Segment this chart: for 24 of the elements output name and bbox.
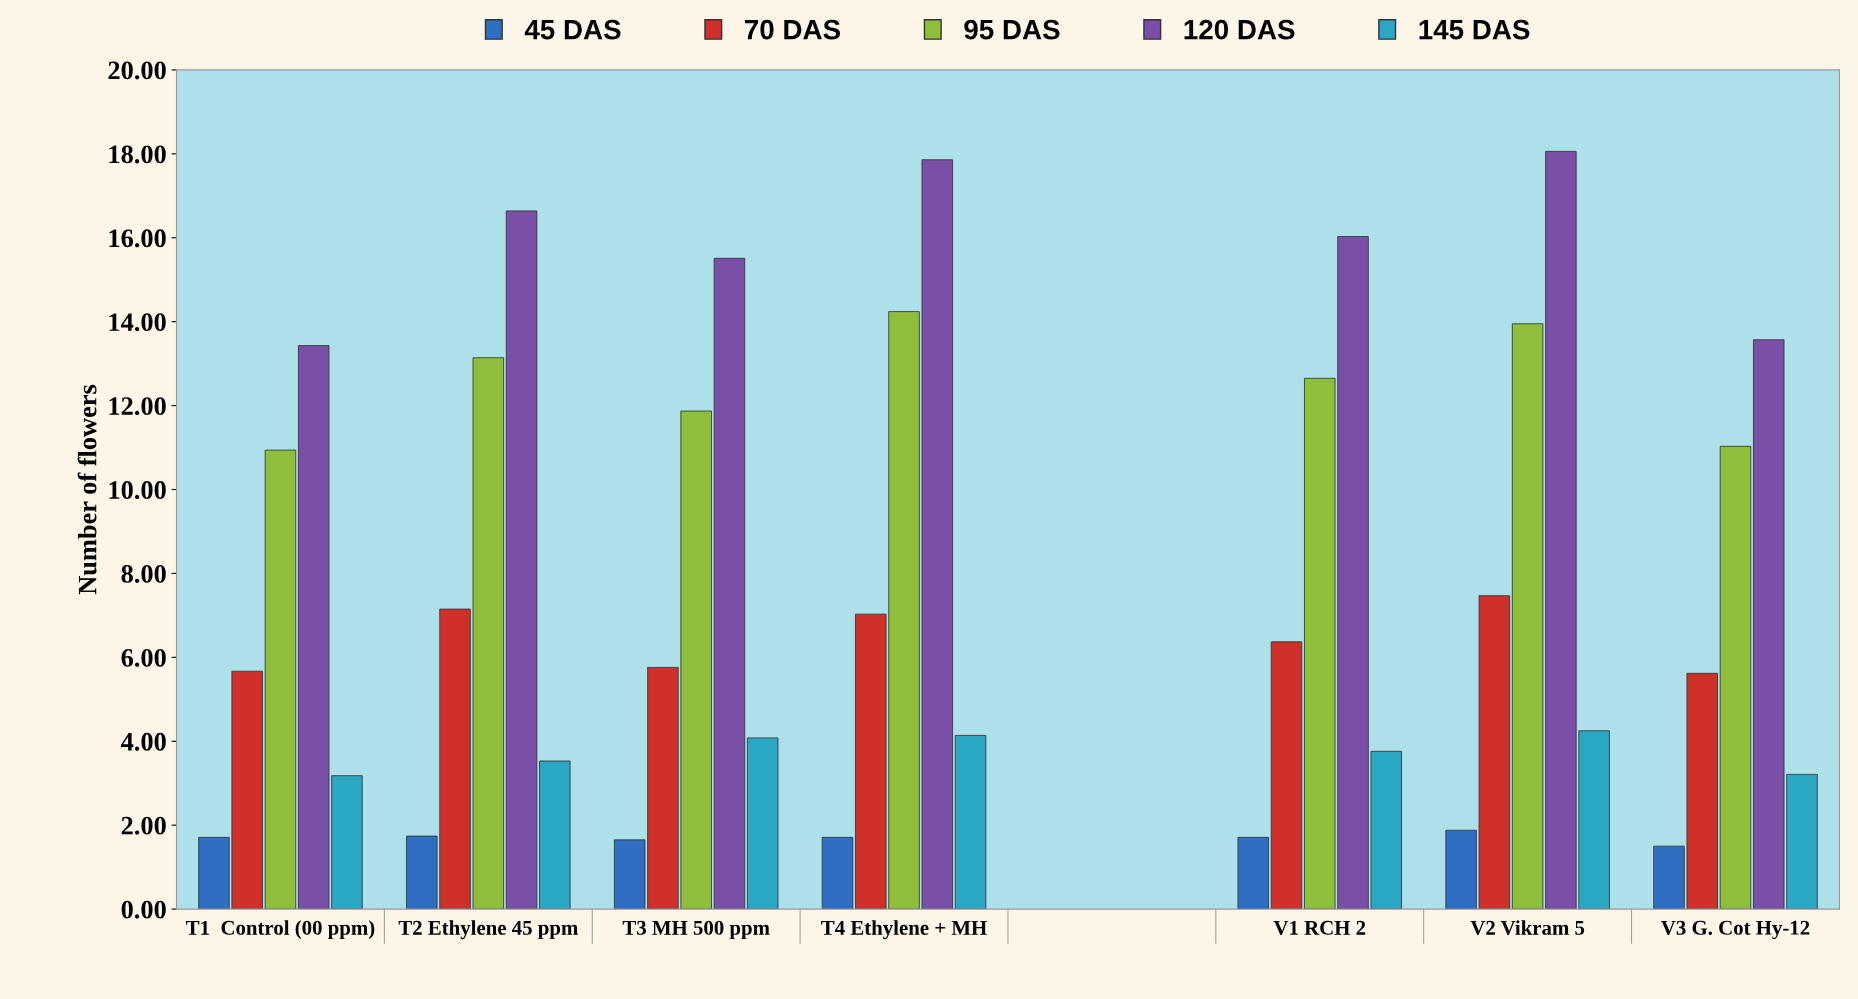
- legend-label: 95 DAS: [964, 19, 1060, 40]
- x-tick-label: T1 Control (00 ppm): [186, 920, 375, 940]
- y-tick-label: 8.00: [121, 565, 166, 583]
- x-tick-label: T2 Ethylene 45 ppm: [398, 920, 578, 940]
- y-tick-label: 12.00: [109, 397, 166, 416]
- y-tick-label: 18.00: [109, 145, 166, 164]
- legend-label: 145 DAS: [1419, 19, 1530, 40]
- y-tick-label: 6.00: [121, 648, 166, 667]
- y-tick-label: 16.00: [109, 229, 166, 248]
- y-tick-label: 10.00: [109, 481, 166, 500]
- legend-label: 70 DAS: [745, 19, 841, 40]
- x-tick-label: V1 RCH 2: [1273, 920, 1366, 935]
- legend-label: 120 DAS: [1184, 19, 1295, 40]
- x-tick-label: V2 Vikram 5: [1470, 920, 1585, 935]
- x-tick-label: T4 Ethylene + MH: [821, 920, 987, 940]
- y-tick-label: 4.00: [120, 732, 166, 751]
- x-tick-label: V3 G. Cot Hy-12: [1661, 920, 1810, 940]
- y-tick-label: 2.00: [121, 816, 166, 835]
- y-tick-label: 0.00: [121, 900, 166, 919]
- legend-label: 45 DAS: [524, 19, 621, 40]
- y-axis-title: Number of flowers: [77, 384, 97, 595]
- x-tick-label: T3 MH 500 ppm: [622, 920, 770, 940]
- y-tick-label: 14.00: [109, 313, 166, 332]
- y-tick-label: 20.00: [108, 61, 166, 80]
